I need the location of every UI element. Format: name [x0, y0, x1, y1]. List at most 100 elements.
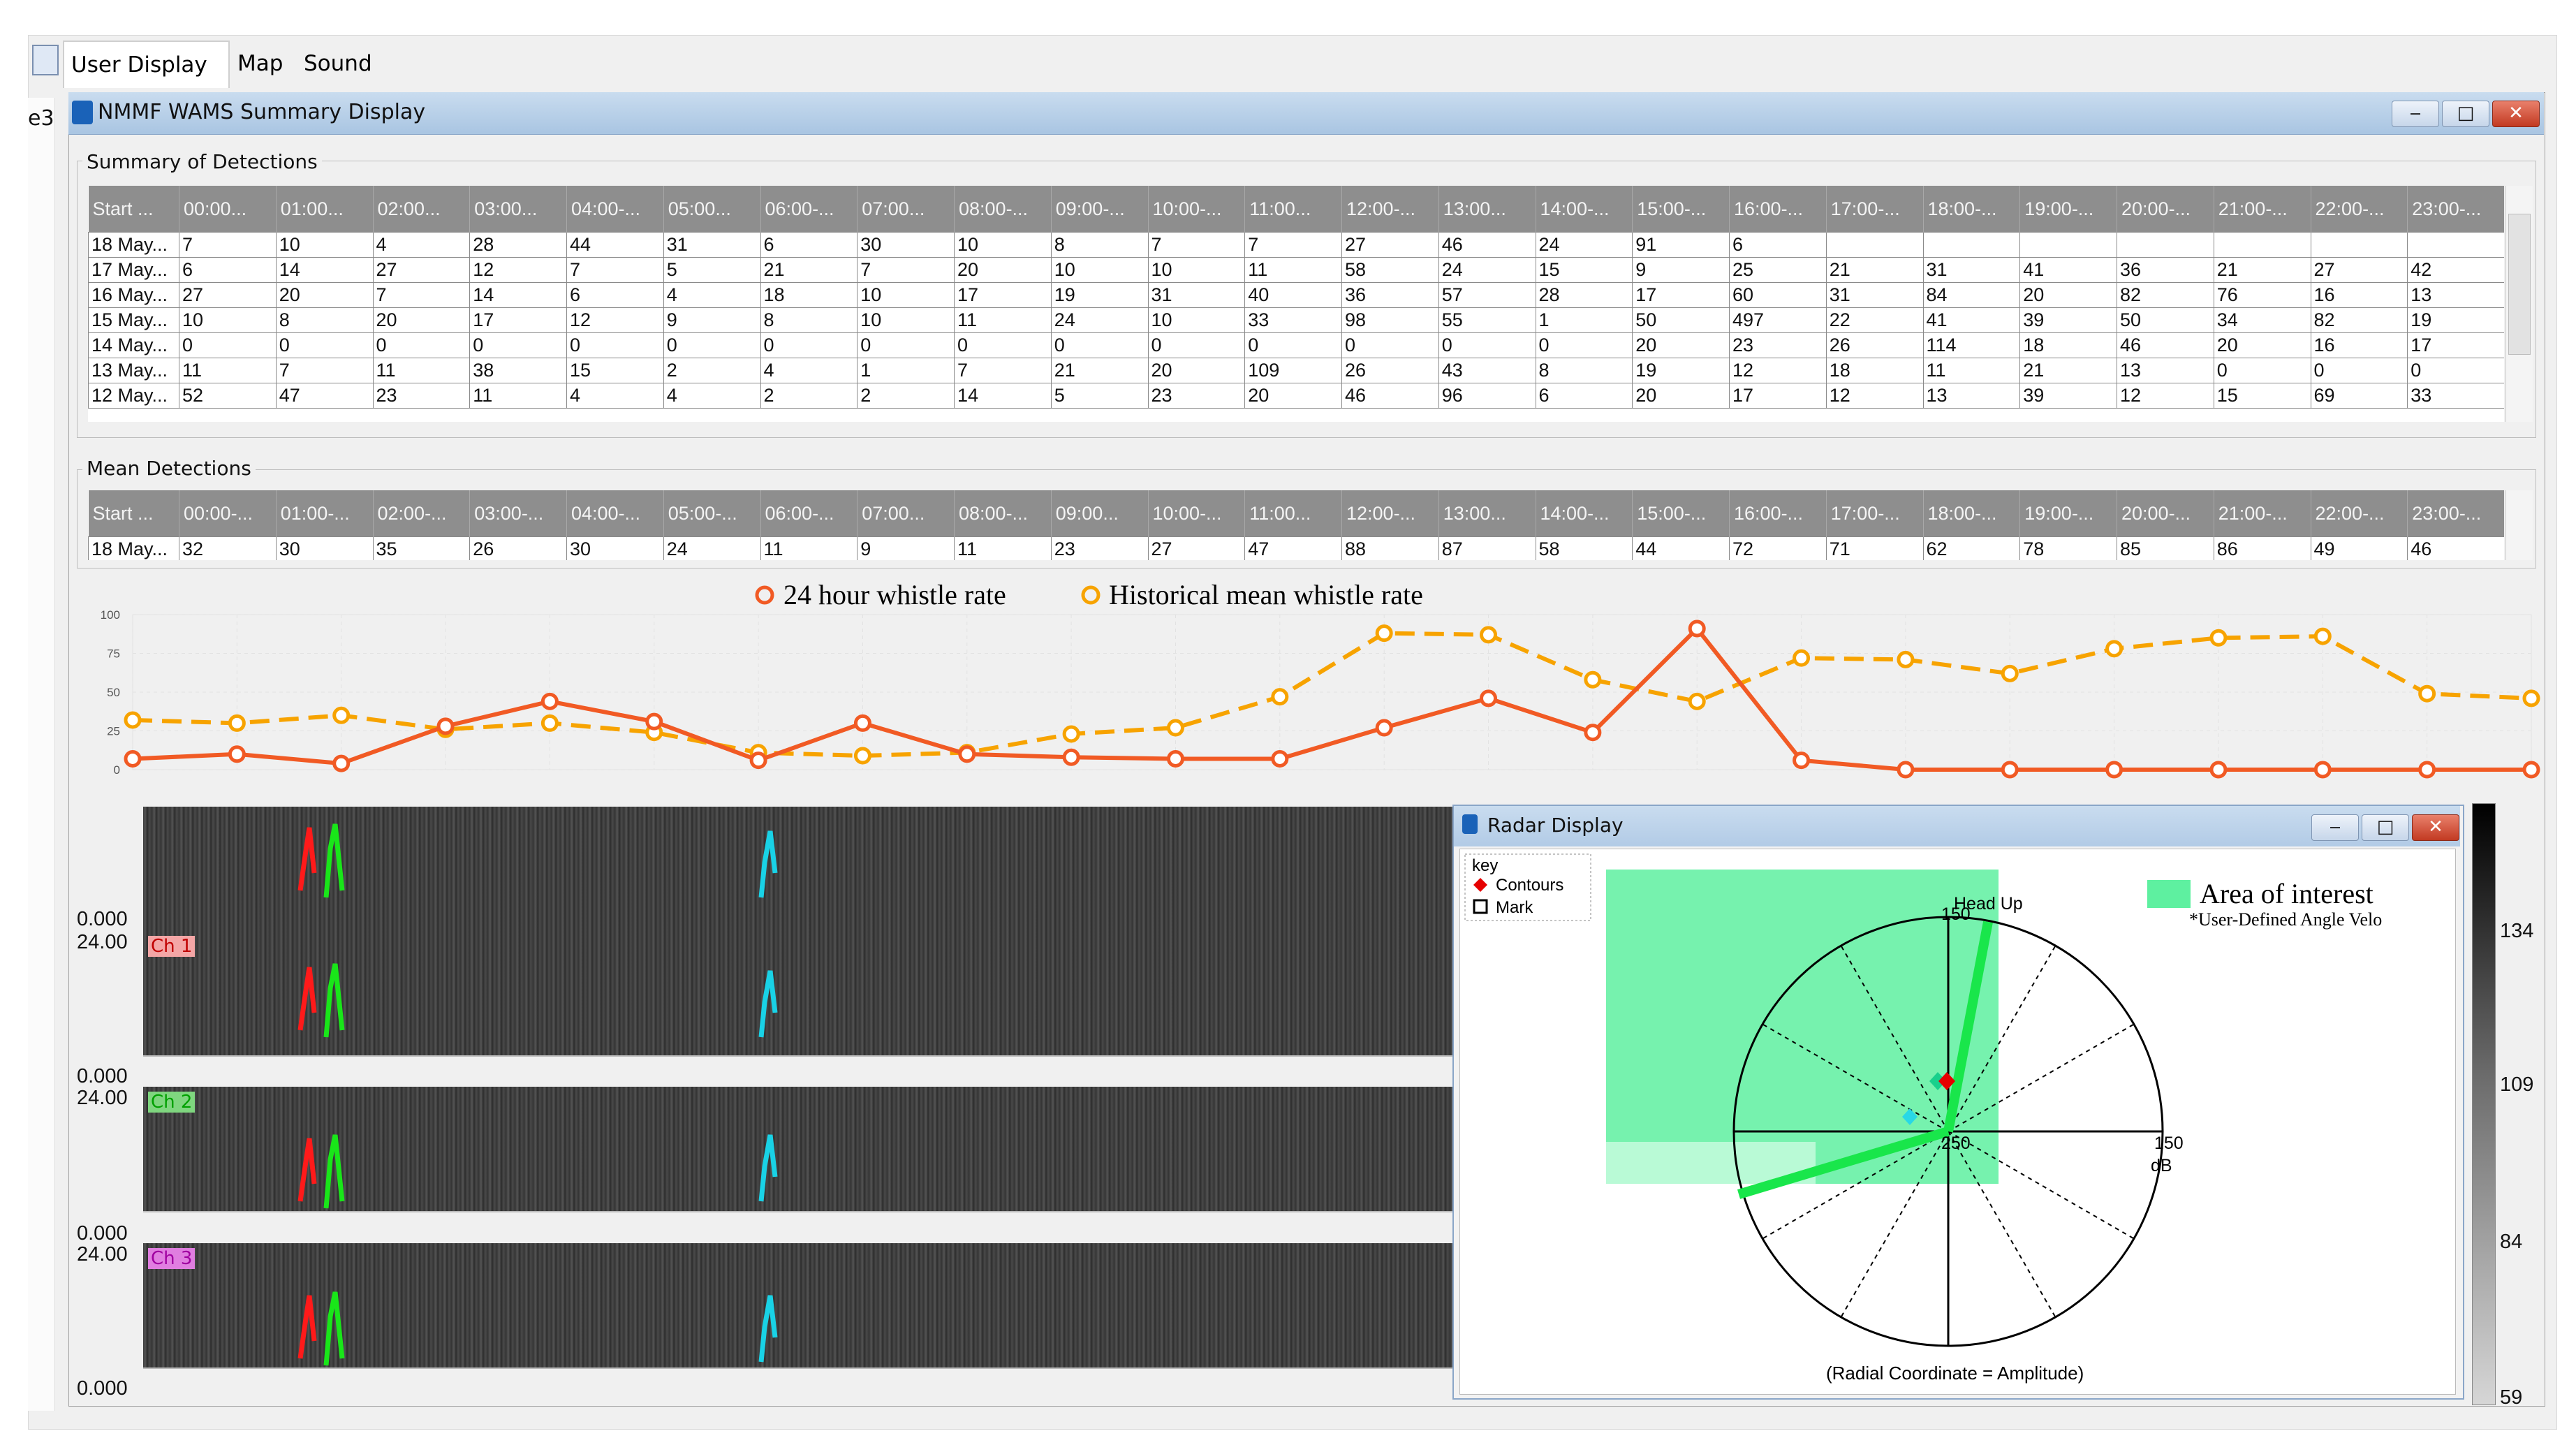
- summary-header-cell[interactable]: 17:00-...: [1826, 186, 1924, 233]
- summary-header-cell[interactable]: 20:00-...: [2117, 186, 2214, 233]
- summary-row[interactable]: 15 May... 10 8 20 17 12 9 8 10 11 24 10 33 98 55 1 50 497…: [88, 307, 2504, 333]
- mean-header-cell[interactable]: 02:00-...: [373, 490, 471, 537]
- spec-ymin-3: 0.000: [77, 1377, 128, 1400]
- summary-header-cell[interactable]: 13:00...: [1438, 186, 1536, 233]
- summary-cell: 20: [2019, 282, 2117, 308]
- summary-row[interactable]: 13 May... 11 7 11 38 15 2 4 1 7 21 20 109 26 43 8 19 12 18…: [88, 358, 2504, 383]
- summary-header-cell[interactable]: Start ...: [88, 186, 179, 233]
- mean-header-cell[interactable]: 21:00-...: [2214, 490, 2311, 537]
- mean-header-cell[interactable]: Start ...: [88, 490, 179, 537]
- mean-header-cell[interactable]: 12:00-...: [1341, 490, 1439, 537]
- summary-cell: 21: [760, 257, 858, 283]
- mean-header-cell[interactable]: 13:00...: [1438, 490, 1536, 537]
- series-0-point: [436, 717, 455, 735]
- summary-header-cell[interactable]: 11:00...: [1244, 186, 1342, 233]
- series-0-point: [332, 754, 351, 772]
- summary-cell: 40: [1244, 282, 1342, 308]
- summary-row[interactable]: 17 May... 6 14 27 12 7 5 21 7 20 10 10 11 58 24 15 9 25 21…: [88, 257, 2504, 283]
- radar-close-button[interactable]: ✕: [2412, 814, 2459, 841]
- summary-header-cell[interactable]: 04:00-...: [566, 186, 664, 233]
- summary-row[interactable]: 14 May... 0 0 0 0 0 0 0 0 0 0 0 0 0 0 0 20 23 26 114 18 46 20 1…: [88, 332, 2504, 358]
- close-button[interactable]: ✕: [2492, 101, 2540, 127]
- mean-header-cell[interactable]: 00:00-...: [179, 490, 277, 537]
- mean-header-cell[interactable]: 22:00-...: [2311, 490, 2408, 537]
- mean-header-cell[interactable]: 08:00-...: [954, 490, 1052, 537]
- summary-cell: 19: [2407, 307, 2504, 333]
- summary-header-cell[interactable]: 12:00-...: [1341, 186, 1439, 233]
- mean-header-cell[interactable]: 03:00-...: [469, 490, 567, 537]
- mean-scrollbar[interactable]: [2505, 490, 2533, 560]
- mean-cell: 46: [2407, 536, 2504, 560]
- mean-header-cell[interactable]: 19:00-...: [2019, 490, 2117, 537]
- summary-header-cell[interactable]: 01:00...: [276, 186, 374, 233]
- summary-header-cell[interactable]: 16:00-...: [1729, 186, 1827, 233]
- summary-scroll-thumb[interactable]: [2508, 214, 2531, 355]
- mean-header-cell[interactable]: 17:00-...: [1826, 490, 1924, 537]
- mean-header-cell[interactable]: 18:00-...: [1923, 490, 2021, 537]
- summary-header-cell[interactable]: 21:00-...: [2214, 186, 2311, 233]
- summary-row[interactable]: 12 May... 52 47 23 11 4 4 2 2 14 5 23 20 46 96 6 20 17 12 1…: [88, 383, 2504, 409]
- app-icon[interactable]: [32, 45, 59, 75]
- maximize-button[interactable]: □: [2442, 101, 2489, 127]
- summary-header-cell[interactable]: 07:00...: [857, 186, 955, 233]
- series-0-point: [1375, 719, 1393, 737]
- mean-header-cell[interactable]: 05:00-...: [663, 490, 761, 537]
- summary-cell: 0: [179, 332, 277, 358]
- summary-header-cell[interactable]: 15:00-...: [1632, 186, 1730, 233]
- summary-header-cell[interactable]: 05:00...: [663, 186, 761, 233]
- summary-row[interactable]: 18 May... 7 10 4 28 44 31 6 30 10 8 7 7 27 46 24 91 6: [88, 232, 2504, 258]
- summary-cell: 44: [566, 232, 664, 258]
- summary-cell: 7: [566, 257, 664, 283]
- mean-header-cell[interactable]: 01:00-...: [276, 490, 374, 537]
- summary-cell: 0: [2213, 358, 2311, 383]
- summary-header-cell[interactable]: 22:00-...: [2311, 186, 2408, 233]
- mean-header-cell[interactable]: 06:00-...: [760, 490, 858, 537]
- summary-header-cell[interactable]: 18:00-...: [1923, 186, 2021, 233]
- mean-header-cell[interactable]: 16:00-...: [1729, 490, 1827, 537]
- tab-sound-recorder[interactable]: Sound recorder: [304, 51, 395, 122]
- mean-row[interactable]: 18 May... 32 30 35 26 30 24 11 9 11 23 27 47 88 87 58 44…: [88, 536, 2504, 560]
- summary-header-cell[interactable]: 08:00-...: [954, 186, 1052, 233]
- summary-cell: 28: [469, 232, 567, 258]
- summary-header-cell[interactable]: 06:00-...: [760, 186, 858, 233]
- mean-header-cell[interactable]: 07:00...: [857, 490, 955, 537]
- radar-titlebar[interactable]: [1454, 806, 2460, 846]
- mean-header-cell[interactable]: 11:00...: [1244, 490, 1342, 537]
- summary-header-cell[interactable]: 09:00-...: [1051, 186, 1149, 233]
- sector-boundary-right: [1943, 921, 1993, 1133]
- tab-map[interactable]: Map: [237, 51, 284, 76]
- summary-cell: 17: [1632, 282, 1730, 308]
- mean-header-cell[interactable]: 15:00-...: [1632, 490, 1730, 537]
- mean-header-cell[interactable]: 04:00-...: [566, 490, 664, 537]
- summary-scrollbar[interactable]: [2505, 186, 2533, 422]
- series-1-point: [1375, 624, 1393, 643]
- window-titlebar[interactable]: [68, 92, 2544, 135]
- summary-header-cell[interactable]: 14:00-...: [1536, 186, 1633, 233]
- minimize-button[interactable]: ‒: [2392, 101, 2439, 127]
- contour-marker-red: [1938, 1072, 1955, 1090]
- mean-header-cell[interactable]: 14:00-...: [1536, 490, 1633, 537]
- summary-cell: 14 May...: [88, 332, 179, 358]
- tab-user-display[interactable]: User Display: [63, 41, 230, 88]
- summary-cell: 7: [179, 232, 277, 258]
- summary-cell: 0: [469, 332, 567, 358]
- summary-header-cell[interactable]: 19:00-...: [2019, 186, 2117, 233]
- key-mark-icon: [1473, 899, 1488, 914]
- summary-header-cell[interactable]: 10:00-...: [1148, 186, 1246, 233]
- mean-header-cell[interactable]: 09:00...: [1051, 490, 1149, 537]
- summary-row[interactable]: 16 May... 27 20 7 14 6 4 18 10 17 19 31 40 36 57 28 17 60…: [88, 282, 2504, 308]
- radar-maximize-button[interactable]: □: [2362, 814, 2409, 841]
- summary-cell: 17: [954, 282, 1052, 308]
- legend-mean-marker: [1081, 585, 1101, 605]
- spectrogram-ch2: [143, 1087, 1456, 1212]
- mean-header-cell[interactable]: 20:00-...: [2117, 490, 2214, 537]
- series-1-point: [2313, 627, 2332, 645]
- mean-table: Start ... 00:00-... 01:00-... 02:00-... 03:0…: [88, 490, 2504, 560]
- summary-header-cell[interactable]: 03:00...: [469, 186, 567, 233]
- summary-header-cell[interactable]: 02:00...: [373, 186, 471, 233]
- mean-header-cell[interactable]: 23:00-...: [2407, 490, 2504, 537]
- summary-header-cell[interactable]: 00:00...: [179, 186, 277, 233]
- radar-minimize-button[interactable]: ‒: [2311, 814, 2359, 841]
- mean-header-cell[interactable]: 10:00-...: [1148, 490, 1246, 537]
- summary-header-cell[interactable]: 23:00-...: [2407, 186, 2504, 233]
